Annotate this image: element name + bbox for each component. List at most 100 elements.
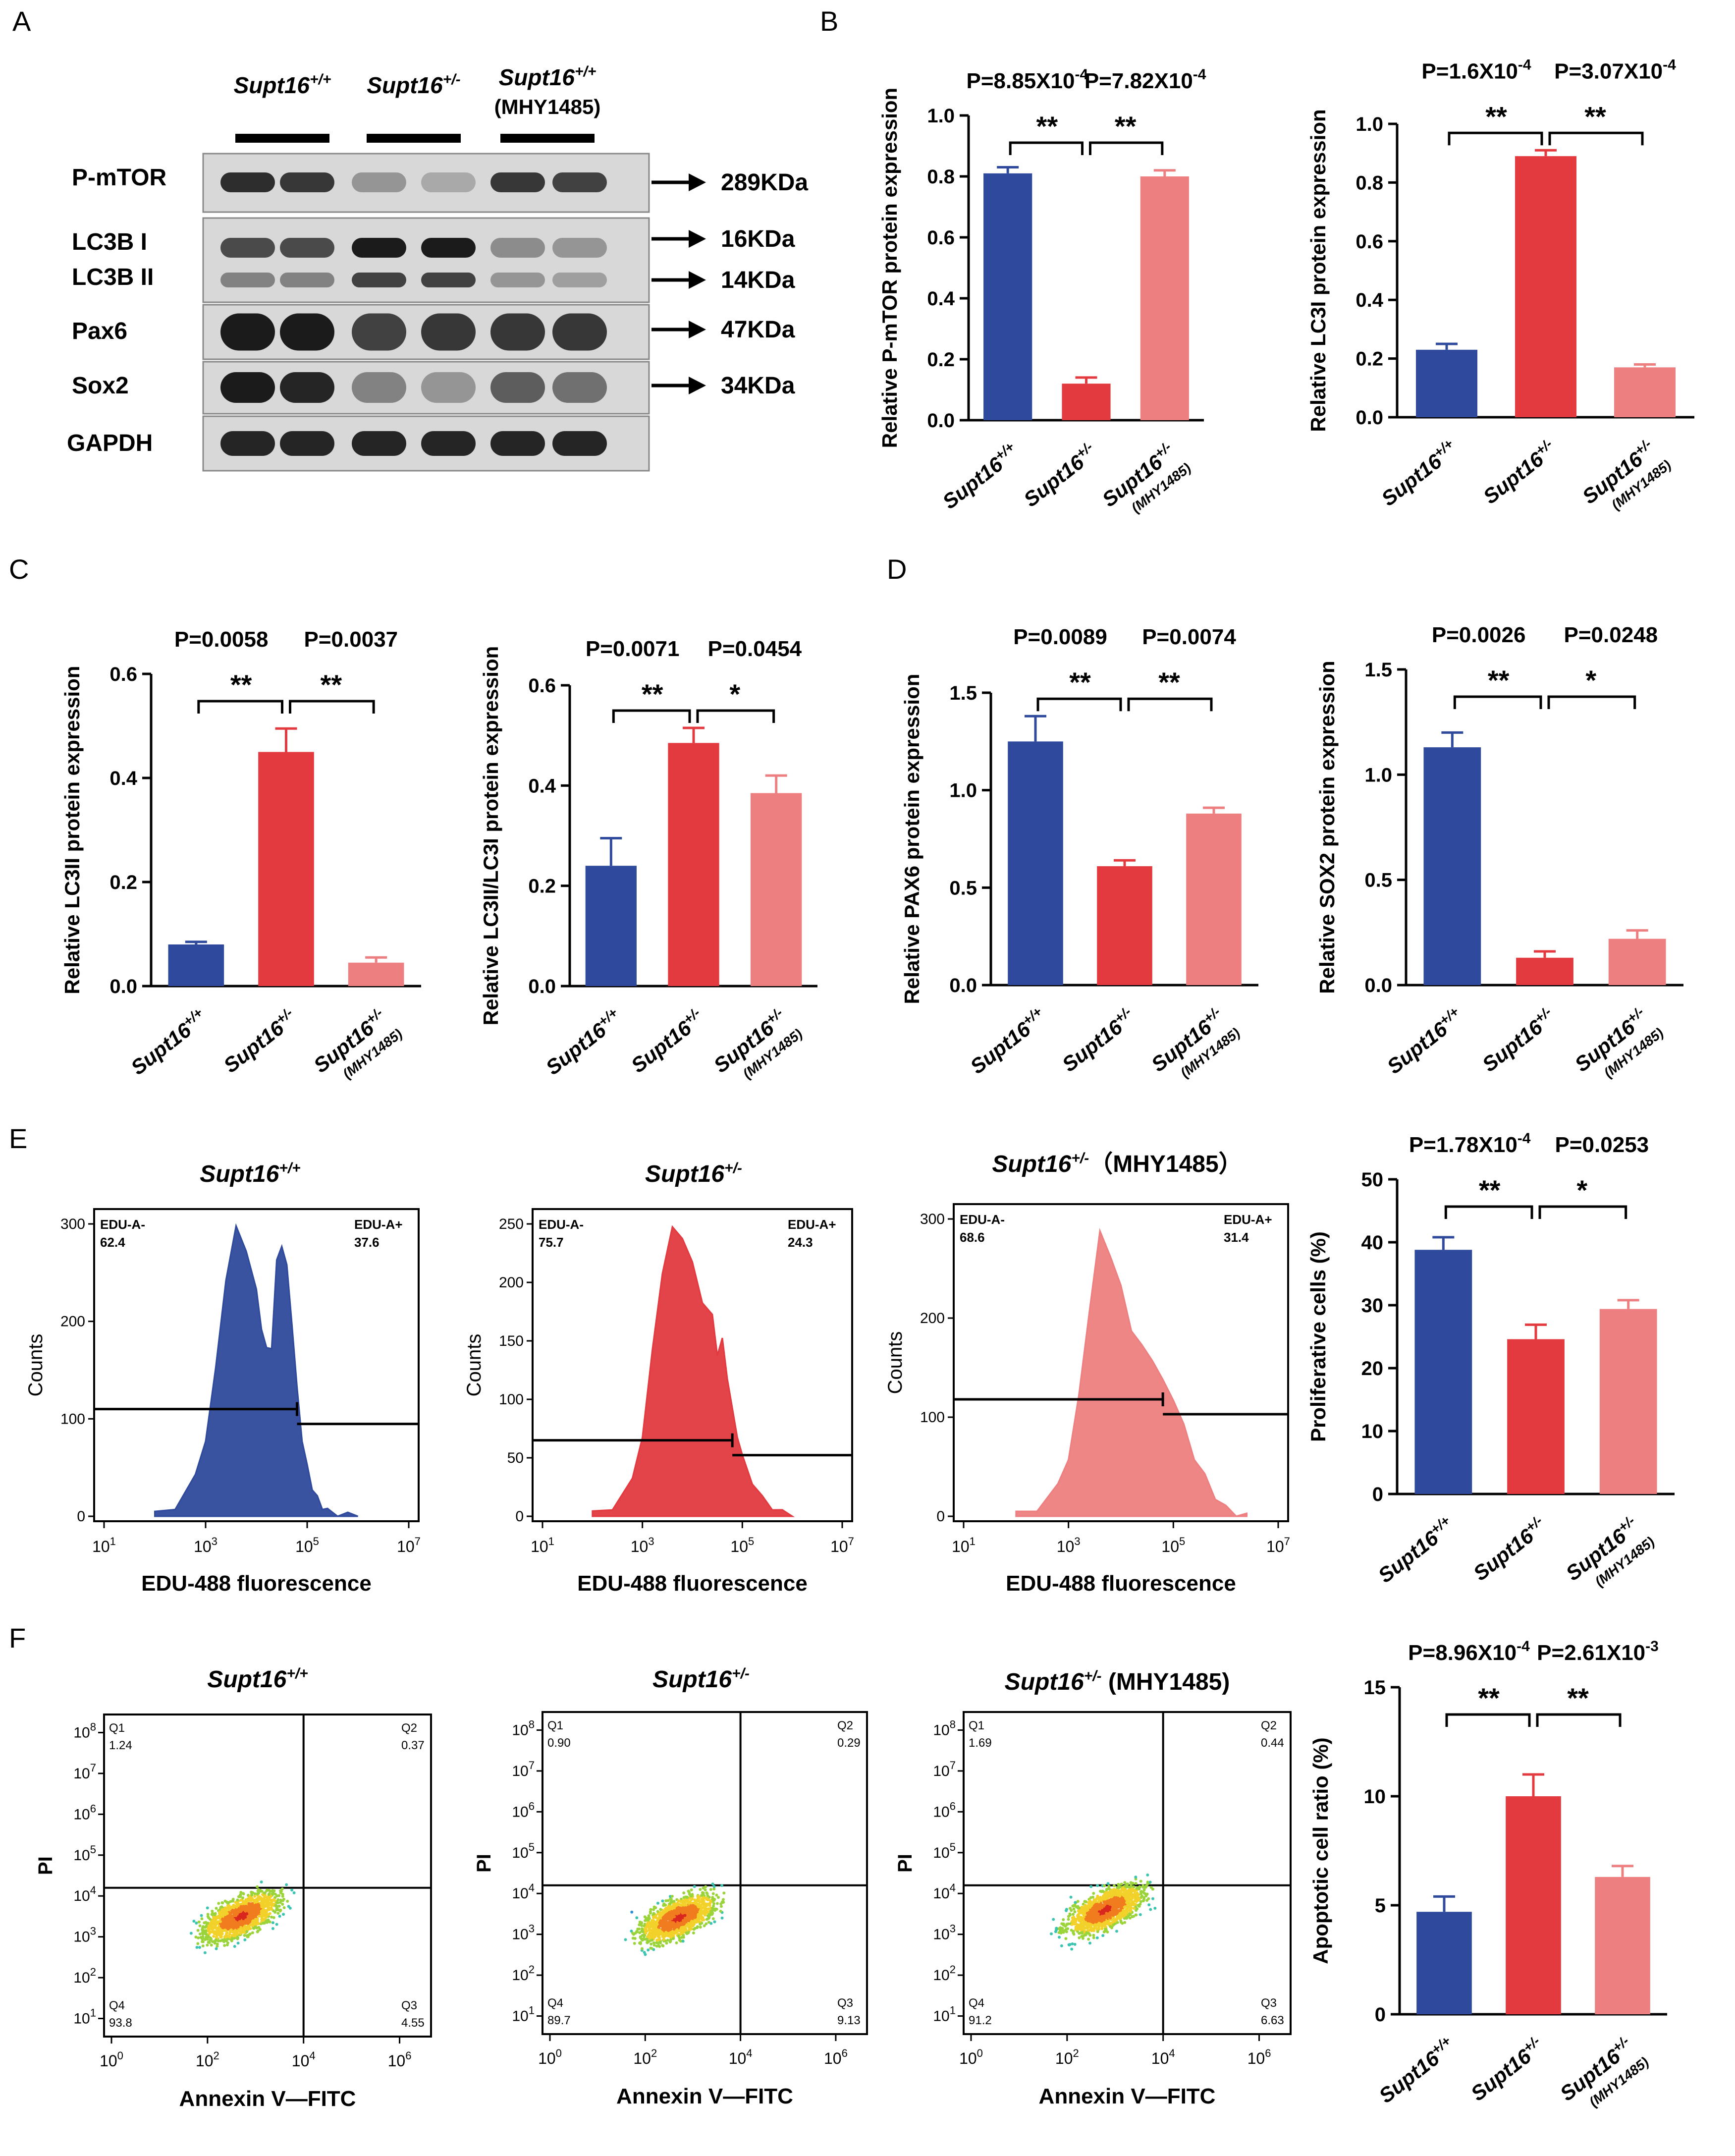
cell-dot: [253, 1895, 257, 1898]
cell-dot: [196, 1929, 200, 1932]
cell-dot: [1111, 1891, 1115, 1894]
blot-band: [280, 172, 334, 192]
cell-dot: [272, 1916, 275, 1919]
blot-band: [220, 238, 275, 258]
title-treatment: (MHY1485): [1102, 1669, 1230, 1695]
panel-letter: D: [887, 553, 907, 585]
cell-dot: [195, 1922, 198, 1925]
cell-dot: [241, 1901, 245, 1905]
cell-dot: [664, 1903, 667, 1907]
cell-dot: [1112, 1887, 1116, 1891]
y-axis-label: Relative PAX6 protein expression: [900, 674, 923, 1004]
cell-dot: [1097, 1898, 1101, 1902]
significance-bracket: [1453, 695, 1542, 709]
cell-dot: [703, 1924, 706, 1928]
p-value-base: P=3.07X10: [1554, 59, 1663, 83]
significance-stars: **: [230, 669, 252, 700]
cell-dot: [254, 1922, 258, 1925]
cell-dot: [650, 1919, 653, 1922]
cell-dot: [713, 1920, 716, 1924]
cell-dot: [662, 1915, 665, 1919]
cell-dot: [689, 1910, 693, 1914]
cell-dot: [1146, 1880, 1149, 1884]
cell-dot: [239, 1905, 243, 1908]
cell-dot: [661, 1934, 665, 1937]
cell-dot: [220, 1908, 224, 1911]
cell-dot: [648, 1934, 651, 1937]
bar: [1416, 349, 1477, 417]
cell-dot: [202, 1931, 206, 1934]
cell-dot: [715, 1907, 718, 1911]
y-tick-exponent: 2: [529, 1963, 535, 1976]
cell-dot: [685, 1923, 689, 1927]
y-tick-label: 0.0: [1355, 407, 1383, 429]
cell-dot: [652, 1935, 656, 1938]
panel-letter: E: [9, 1123, 27, 1154]
cell-dot: [1084, 1913, 1087, 1916]
y-tick-label: 0.6: [109, 663, 137, 685]
cell-dot: [1096, 1884, 1099, 1887]
blot-treatment: (MHY1485): [494, 95, 601, 118]
y-tick-label: 101: [512, 2004, 535, 2025]
significance-bracket: [1547, 695, 1636, 709]
y-tick-label: 0.5: [1364, 870, 1392, 891]
blot-band: [552, 172, 607, 192]
x-tick-base: 10: [824, 2049, 842, 2067]
y-axis-label: Relative LC3II/LC3I protein expression: [479, 646, 502, 1026]
cell-dot: [1126, 1902, 1130, 1906]
cell-dot: [245, 1930, 249, 1934]
quadrant-name: Q4: [109, 1999, 125, 2012]
cell-dot: [1092, 1927, 1095, 1931]
cell-dot: [693, 1916, 696, 1919]
cell-dot: [1123, 1921, 1127, 1924]
bar: [168, 944, 224, 986]
quadrant-name: Q1: [969, 1719, 984, 1732]
cell-dot: [682, 1901, 685, 1904]
bar: [1186, 813, 1242, 985]
cell-dot: [682, 1896, 686, 1899]
bar: [1414, 1250, 1472, 1494]
cell-dot: [275, 1894, 279, 1897]
p-value: P=2.61X10-3: [1537, 1638, 1659, 1665]
cell-dot: [1070, 1923, 1074, 1926]
cell-dot: [1139, 1900, 1142, 1903]
y-tick-label: 0: [936, 1508, 945, 1525]
cell-dot: [682, 1922, 685, 1925]
blot-band: [490, 273, 545, 287]
cell-dot: [225, 1921, 229, 1925]
cell-dot: [1114, 1896, 1118, 1900]
y-axis-label: PI: [35, 1856, 56, 1875]
cell-dot: [1090, 1916, 1093, 1919]
cell-dot: [701, 1903, 704, 1906]
y-tick-base: 10: [73, 1766, 90, 1782]
cell-dot: [1107, 1902, 1111, 1905]
blot-band: [280, 431, 334, 456]
category-label: Supt16+/+: [1382, 1004, 1467, 1079]
cell-dot: [1141, 1890, 1145, 1894]
cell-dot: [223, 1944, 226, 1947]
significance-bracket: [1536, 1713, 1622, 1727]
cell-dot: [1088, 1934, 1092, 1937]
y-tick-label: 30: [1361, 1295, 1384, 1317]
cell-dot: [248, 1915, 252, 1919]
blot-row-label: GAPDH: [67, 430, 153, 456]
cell-dot: [670, 1907, 674, 1911]
y-tick-label: 1.0: [1364, 764, 1392, 786]
significance-bracket: [1009, 141, 1084, 155]
y-tick-label: 200: [60, 1314, 85, 1330]
bar: [1515, 156, 1576, 417]
y-tick-label: 1.5: [949, 682, 977, 704]
cell-dot: [719, 1909, 722, 1913]
cell-dot: [1095, 1936, 1099, 1939]
cell-dot: [215, 1927, 218, 1931]
cell-dot: [248, 1899, 252, 1902]
cell-dot: [241, 1896, 245, 1900]
y-tick-exponent: 1: [90, 2007, 96, 2019]
cell-dot: [630, 1910, 634, 1914]
cell-dot: [242, 1892, 245, 1895]
x-axis-label: EDU-488 fluorescence: [1006, 1571, 1236, 1596]
bar: [1599, 1309, 1657, 1494]
cell-dot: [639, 1941, 642, 1944]
y-tick-exponent: 3: [950, 1923, 956, 1935]
